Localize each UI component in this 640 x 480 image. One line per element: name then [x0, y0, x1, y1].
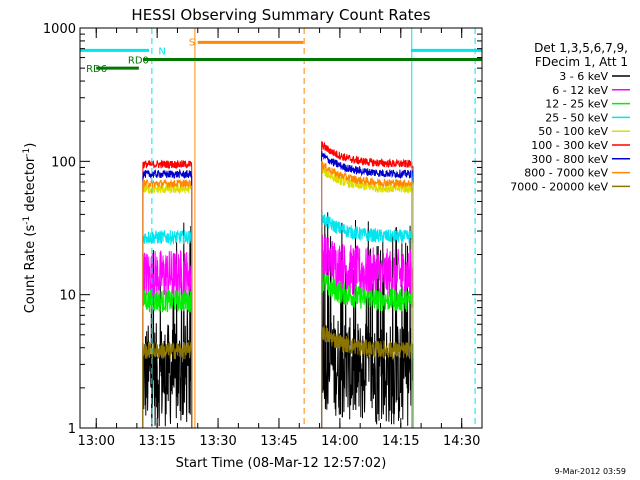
y-tick-label: 1 [68, 422, 76, 437]
flag-label-rd0: RD0 [128, 56, 149, 67]
y-tick-label: 1000 [43, 22, 76, 37]
legend-label: 3 - 6 keV [559, 70, 608, 83]
series-6-line [142, 141, 414, 428]
plot-frame [79, 27, 483, 429]
footer-date: 9-Mar-2012 03:59 [555, 467, 626, 476]
legend-header-line-2: FDecim 1, Att 1 [535, 55, 628, 69]
x-tick-label: 14:30 [443, 434, 480, 449]
flag-label-s: S [189, 38, 195, 49]
x-tick-label: 13:15 [138, 434, 175, 449]
series-9-line [142, 325, 414, 428]
series-5-line [142, 165, 414, 428]
x-axis-label: Start Time (08-Mar-12 12:57:02) [176, 456, 387, 471]
y-tick-label: 10 [59, 289, 76, 304]
x-tick-label: 13:45 [260, 434, 297, 449]
legend: Det 1,3,5,6,7,9, FDecim 1, Att 1 3 - 6 k… [510, 41, 630, 193]
series-4-line [142, 211, 414, 428]
legend-label: 300 - 800 keV [531, 153, 608, 166]
legend-label: 7000 - 20000 keV [510, 180, 608, 193]
legend-label: 12 - 25 keV [545, 98, 608, 111]
legend-label: 100 - 300 keV [531, 139, 608, 152]
legend-label: 25 - 50 keV [545, 111, 608, 124]
legend-label: 800 - 7000 keV [524, 167, 608, 180]
legend-label: 6 - 12 keV [552, 84, 608, 97]
x-tick-label: 14:15 [382, 434, 419, 449]
y-axis-label: Count Rate (s-1 detector-1) [22, 143, 38, 314]
x-tick-label: 13:00 [78, 434, 115, 449]
legend-header-line-1: Det 1,3,5,6,7,9, [534, 41, 628, 55]
flag-label-n: N [158, 46, 165, 57]
series-3-line [142, 273, 414, 428]
flag-label-rd6: RD6 [86, 64, 107, 75]
x-tick-label: 13:30 [199, 434, 236, 449]
series-7-line [142, 151, 414, 428]
legend-label: 50 - 100 keV [538, 125, 608, 138]
series-8-line [142, 160, 414, 428]
chart-title: HESSI Observing Summary Count Rates [131, 6, 430, 24]
y-tick-label: 100 [51, 155, 76, 170]
x-tick-label: 14:00 [321, 434, 358, 449]
